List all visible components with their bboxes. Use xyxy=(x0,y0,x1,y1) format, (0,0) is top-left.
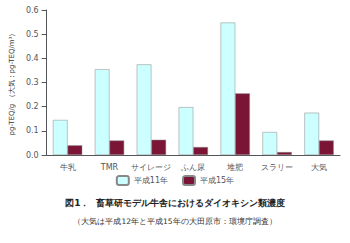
svg-text:図1． 畜草研モデル牛舎におけるダイオキシン類濃度: 図1． 畜草研モデル牛舎におけるダイオキシン類濃度 xyxy=(65,198,285,208)
svg-text:0.5: 0.5 xyxy=(26,30,39,39)
svg-text:平成15年: 平成15年 xyxy=(200,176,234,185)
svg-text:TMR: TMR xyxy=(100,163,119,172)
svg-text:0.6: 0.6 xyxy=(26,6,39,15)
svg-text:0.2: 0.2 xyxy=(26,102,39,111)
svg-text:（大気は平成12年と平成15年の大田原市：環境庁調査）: （大気は平成12年と平成15年の大田原市：環境庁調査） xyxy=(73,217,276,226)
svg-text:0.3: 0.3 xyxy=(26,78,39,87)
svg-text:平成11年: 平成11年 xyxy=(134,176,168,185)
svg-text:牛乳: 牛乳 xyxy=(60,163,76,172)
svg-text:スラリー: スラリー xyxy=(261,163,293,172)
svg-text:大気: 大気 xyxy=(311,163,327,172)
svg-text:0.4: 0.4 xyxy=(26,54,39,63)
svg-text:堆肥: 堆肥 xyxy=(226,163,243,172)
svg-text:ふん尿: ふん尿 xyxy=(180,163,205,172)
svg-text:pg-TEQ/g （大気：pg-TEQ/m³）: pg-TEQ/g （大気：pg-TEQ/m³） xyxy=(8,30,16,136)
svg-text:サイレージ: サイレージ xyxy=(131,163,171,172)
svg-text:0.1: 0.1 xyxy=(26,126,39,135)
svg-text:0.0: 0.0 xyxy=(26,151,39,160)
